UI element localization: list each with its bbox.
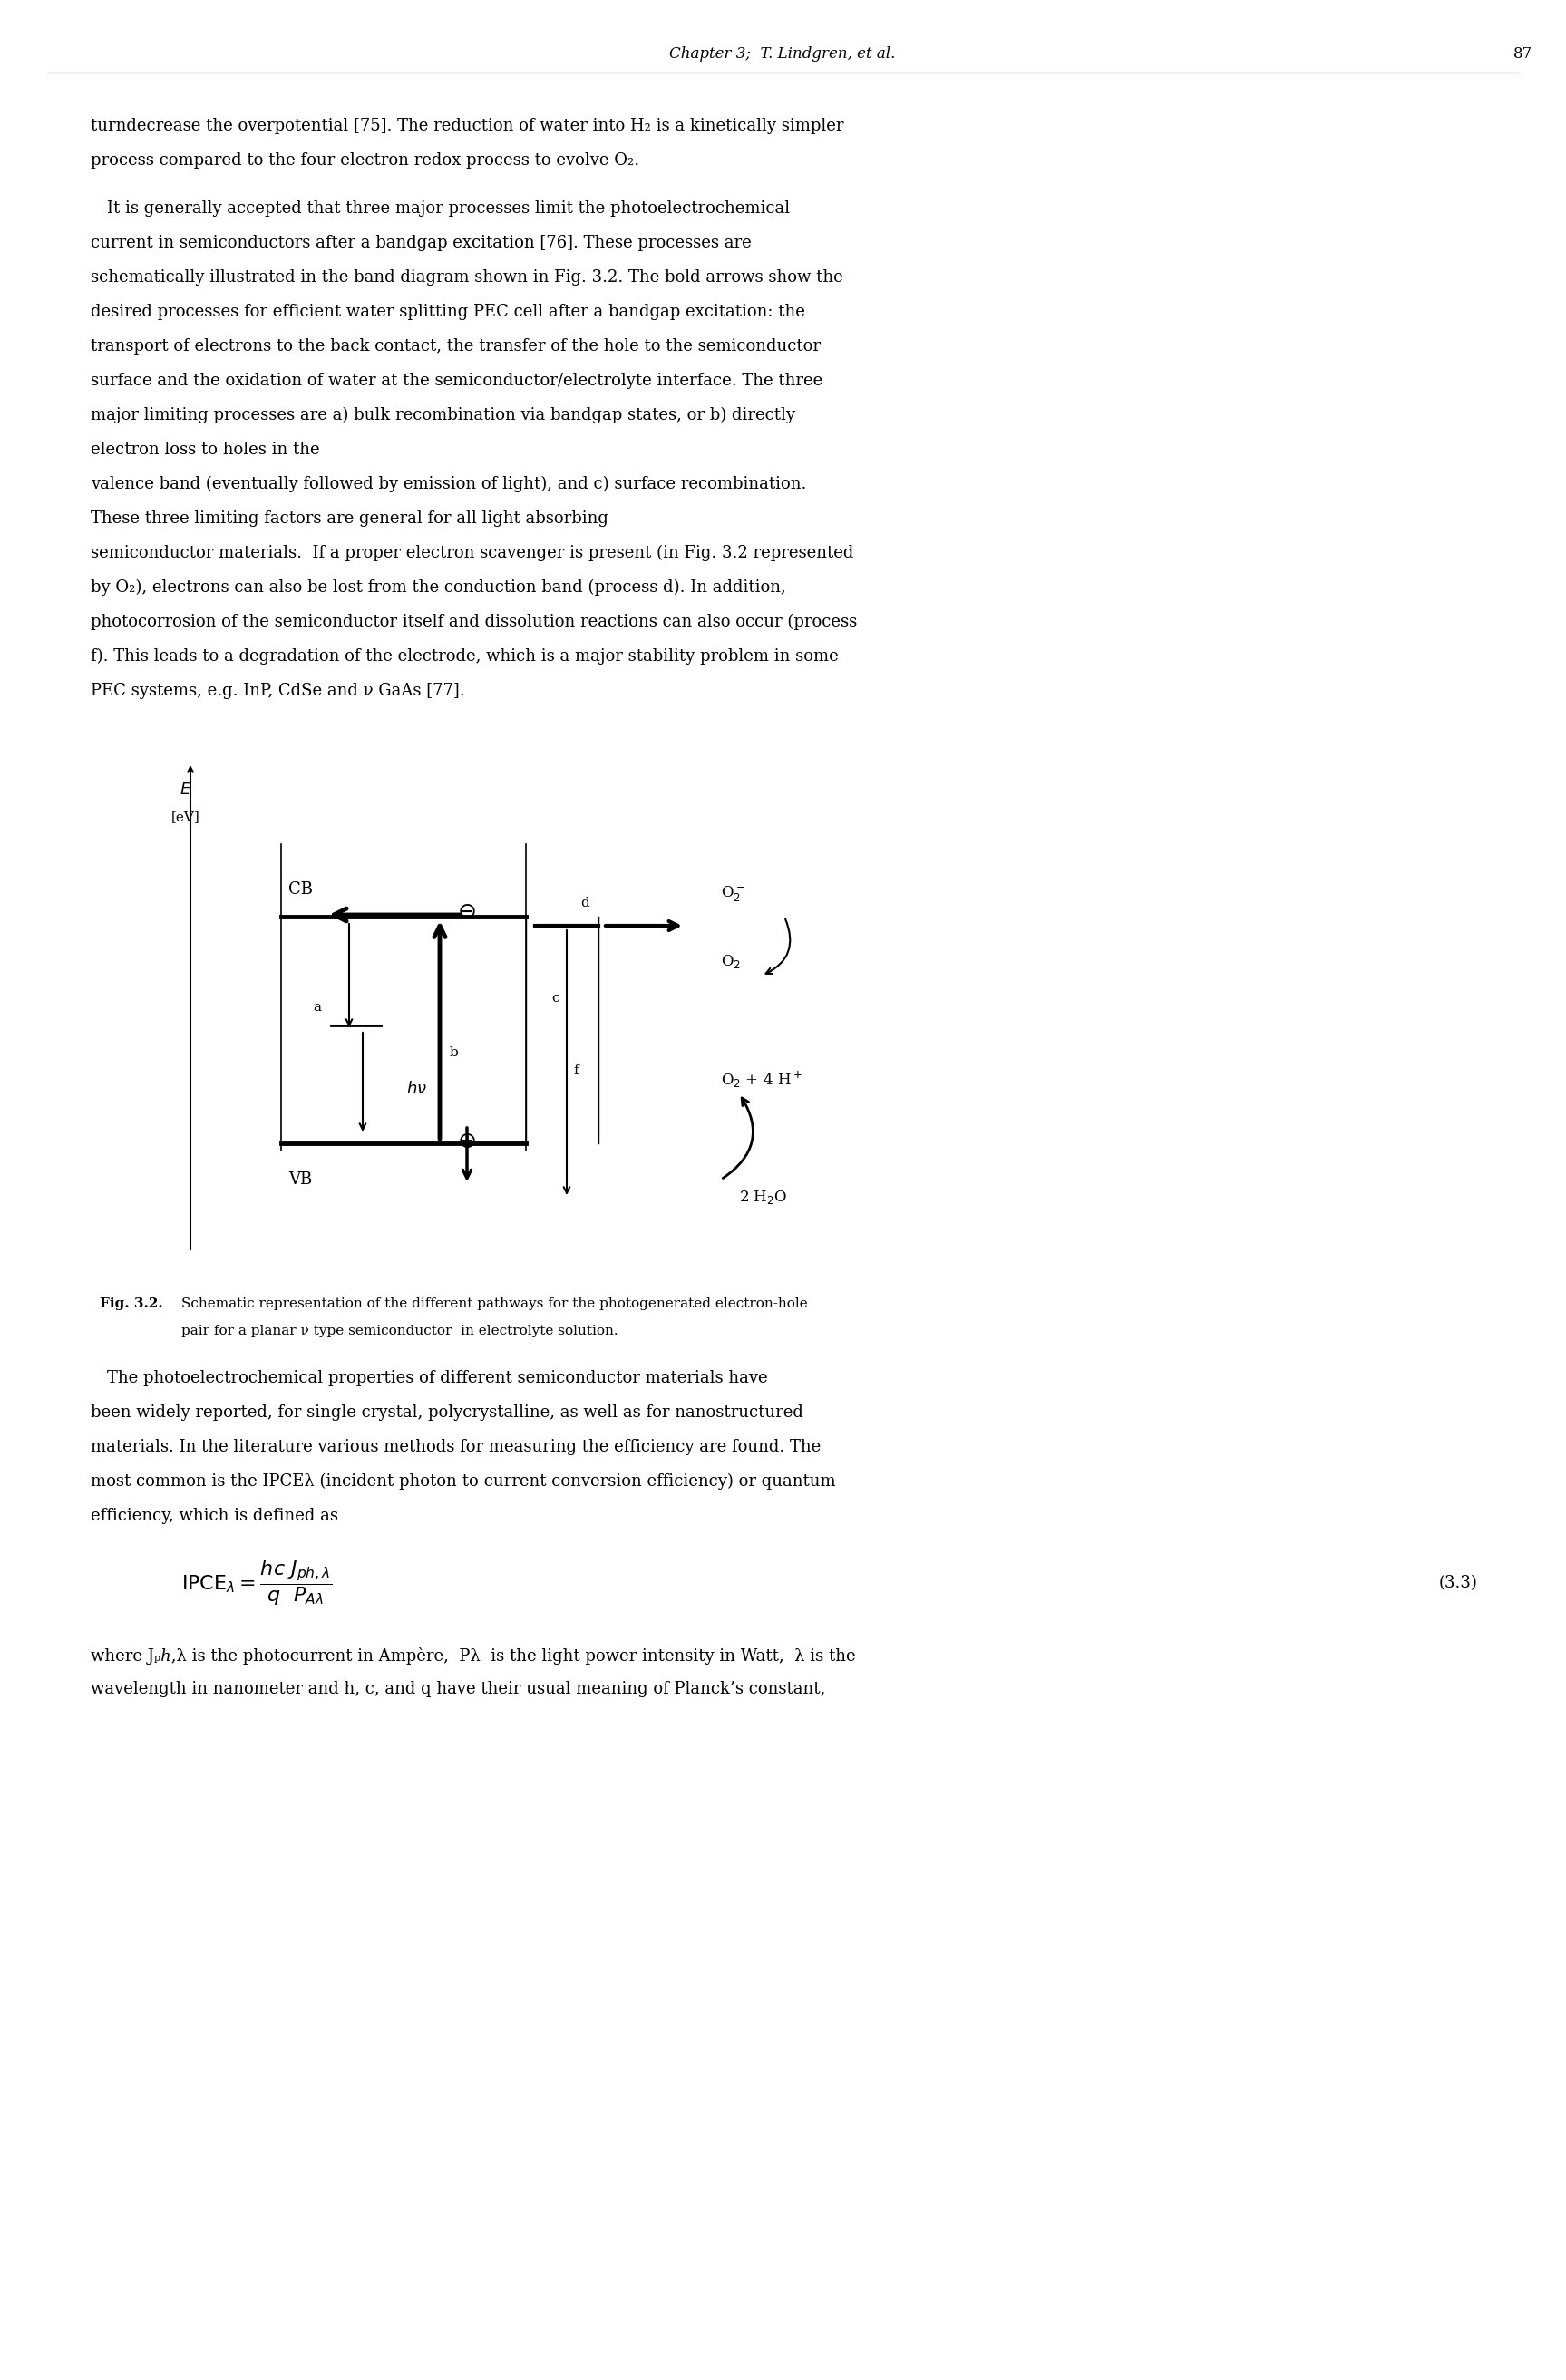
Text: Fig. 3.2.: Fig. 3.2. xyxy=(100,1297,163,1309)
Text: semiconductor materials.  If a proper electron scavenger is present (in Fig. 3.2: semiconductor materials. If a proper ele… xyxy=(91,545,853,562)
Text: d: d xyxy=(581,897,589,909)
Text: CB: CB xyxy=(288,881,313,897)
Text: most common is the IPCEλ (incident photon-to-current conversion efficiency) or q: most common is the IPCEλ (incident photo… xyxy=(91,1473,836,1490)
Text: where Jₚℎ,λ is the photocurrent in Ampère,  Pλ  is the light power intensity in : where Jₚℎ,λ is the photocurrent in Ampèr… xyxy=(91,1647,855,1664)
Text: PEC systems, e.g. InP, CdSe and ν GaAs [77].: PEC systems, e.g. InP, CdSe and ν GaAs [… xyxy=(91,683,465,700)
Text: (3.3): (3.3) xyxy=(1439,1576,1478,1592)
Text: been widely reported, for single crystal, polycrystalline, as well as for nanost: been widely reported, for single crystal… xyxy=(91,1404,803,1421)
Text: VB: VB xyxy=(288,1171,312,1188)
Text: O$_2$ + 4 H$^+$: O$_2$ + 4 H$^+$ xyxy=(720,1069,802,1090)
Text: It is generally accepted that three major processes limit the photoelectrochemic: It is generally accepted that three majo… xyxy=(91,200,789,217)
Text: by O₂), electrons can also be lost from the conduction band (process d). In addi: by O₂), electrons can also be lost from … xyxy=(91,578,786,595)
Text: Schematic representation of the different pathways for the photogenerated electr: Schematic representation of the differen… xyxy=(182,1297,808,1309)
Text: [eV]: [eV] xyxy=(172,812,200,823)
Text: a: a xyxy=(313,1002,321,1014)
Text: pair for a planar ν type semiconductor  in electrolyte solution.: pair for a planar ν type semiconductor i… xyxy=(182,1326,619,1338)
Text: b: b xyxy=(449,1047,457,1059)
Text: The photoelectrochemical properties of different semiconductor materials have: The photoelectrochemical properties of d… xyxy=(91,1371,767,1385)
Text: photocorrosion of the semiconductor itself and dissolution reactions can also oc: photocorrosion of the semiconductor itse… xyxy=(91,614,857,631)
Text: $h\nu$: $h\nu$ xyxy=(407,1081,428,1097)
Text: ⊕: ⊕ xyxy=(457,1130,476,1152)
Text: valence band (eventually followed by emission of light), and c) surface recombin: valence band (eventually followed by emi… xyxy=(91,476,806,493)
Text: electron loss to holes in the: electron loss to holes in the xyxy=(91,443,319,457)
Text: O$_2^-$: O$_2^-$ xyxy=(720,885,745,904)
Text: $\mathrm{IPCE}_\lambda = \dfrac{hc\ J_{ph,\lambda}}{q\ \ P_{A\lambda}}$: $\mathrm{IPCE}_\lambda = \dfrac{hc\ J_{p… xyxy=(182,1559,332,1606)
Text: surface and the oxidation of water at the semiconductor/electrolyte interface. T: surface and the oxidation of water at th… xyxy=(91,374,822,388)
Text: transport of electrons to the back contact, the transfer of the hole to the semi: transport of electrons to the back conta… xyxy=(91,338,821,355)
Text: efficiency, which is defined as: efficiency, which is defined as xyxy=(91,1509,338,1523)
Text: schematically illustrated in the band diagram shown in Fig. 3.2. The bold arrows: schematically illustrated in the band di… xyxy=(91,269,843,286)
Text: c: c xyxy=(551,992,559,1004)
Text: Chapter 3;  T. Lindgren, et al.: Chapter 3; T. Lindgren, et al. xyxy=(670,48,896,62)
Text: 2 H$_2$O: 2 H$_2$O xyxy=(739,1190,788,1207)
Text: O$_2$: O$_2$ xyxy=(720,954,741,971)
Text: These three limiting factors are general for all light absorbing: These three limiting factors are general… xyxy=(91,509,608,526)
Text: f). This leads to a degradation of the electrode, which is a major stability pro: f). This leads to a degradation of the e… xyxy=(91,647,838,664)
Text: major limiting processes are a) bulk recombination via bandgap states, or b) dir: major limiting processes are a) bulk rec… xyxy=(91,407,796,424)
Text: materials. In the literature various methods for measuring the efficiency are fo: materials. In the literature various met… xyxy=(91,1440,821,1454)
Text: ⊖: ⊖ xyxy=(457,902,476,923)
Text: desired processes for efficient water splitting PEC cell after a bandgap excitat: desired processes for efficient water sp… xyxy=(91,305,805,319)
Text: f: f xyxy=(573,1064,578,1078)
Text: current in semiconductors after a bandgap excitation [76]. These processes are: current in semiconductors after a bandga… xyxy=(91,236,752,252)
FancyArrowPatch shape xyxy=(766,919,791,973)
Text: turndecrease the overpotential [75]. The reduction of water into H₂ is a kinetic: turndecrease the overpotential [75]. The… xyxy=(91,119,844,133)
FancyArrowPatch shape xyxy=(723,1097,753,1178)
Text: wavelength in nanometer and h, c, and q have their usual meaning of Planck’s con: wavelength in nanometer and h, c, and q … xyxy=(91,1680,825,1697)
Text: $E$: $E$ xyxy=(180,781,193,797)
Text: 87: 87 xyxy=(1514,48,1533,62)
Text: process compared to the four-electron redox process to evolve O₂.: process compared to the four-electron re… xyxy=(91,152,639,169)
